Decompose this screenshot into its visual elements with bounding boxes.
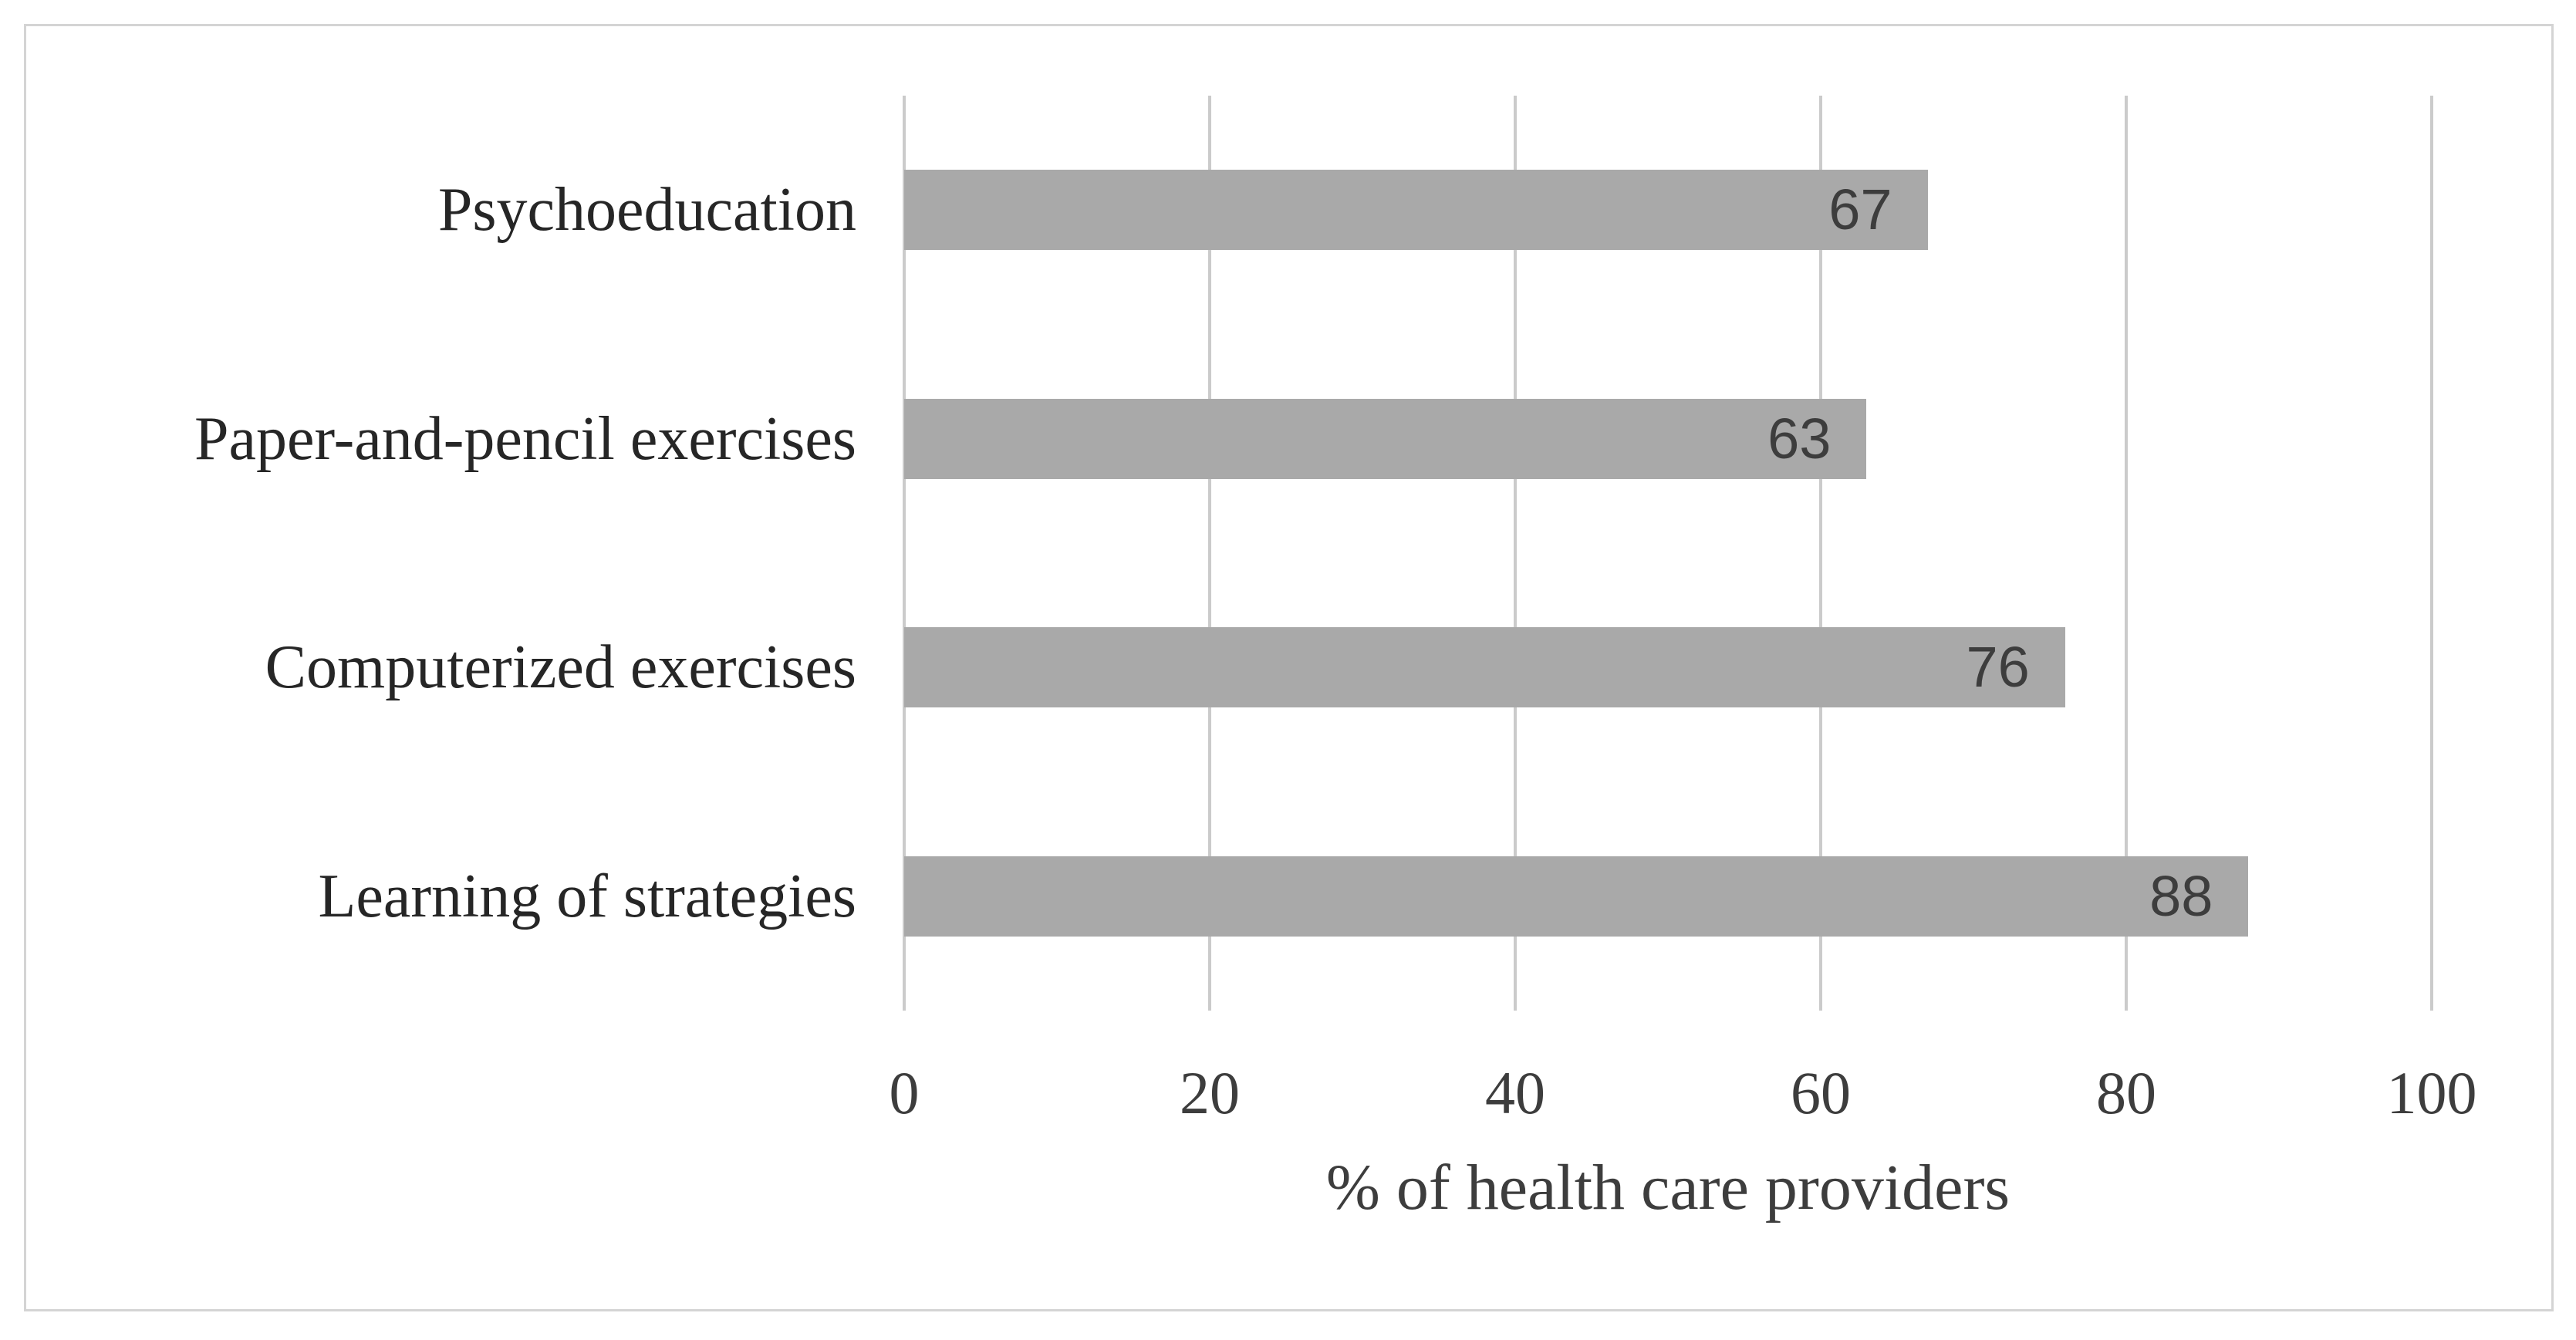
bar-computerized-exercises: 76 [904,627,2065,708]
gridline-0 [903,96,906,1011]
category-label-paper-and-pencil-exercises: Paper-and-pencil exercises [194,404,856,473]
category-label-psychoeducation: Psychoeducation [437,176,856,245]
bar-psychoeducation: 67 [904,170,1928,251]
x-tick-label-60: 60 [1791,1059,1851,1126]
x-tick-label-0: 0 [889,1059,920,1126]
x-tick-label-80: 80 [2096,1059,2156,1126]
gridline-60 [1819,96,1822,1011]
gridline-20 [1208,96,1211,1011]
category-label-computerized-exercises: Computerized exercises [265,633,856,702]
data-label: 63 [1767,406,1832,471]
x-axis-title: % of health care providers [1325,1152,2010,1224]
category-label-learning-of-strategies: Learning of strategies [318,862,857,930]
x-tick-label-20: 20 [1180,1059,1240,1126]
bar-learning-of-strategies: 88 [904,856,2249,937]
x-tick-label-100: 100 [2386,1059,2477,1126]
gridline-40 [1514,96,1517,1011]
gridline-80 [2125,96,2128,1011]
bar-paper-and-pencil-exercises: 63 [904,398,1867,479]
x-tick-label-40: 40 [1485,1059,1545,1126]
data-label: 67 [1828,177,1892,242]
gridline-100 [2430,96,2433,1011]
data-label: 76 [1966,635,2030,700]
data-label: 88 [2149,863,2213,928]
